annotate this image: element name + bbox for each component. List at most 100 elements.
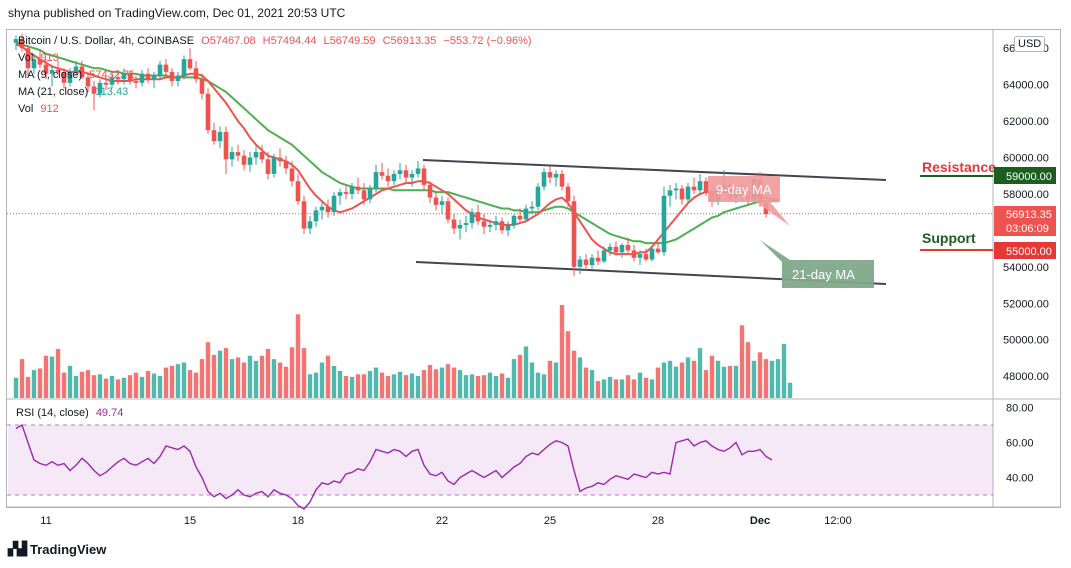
candle-body [343, 192, 349, 194]
volume-bar [409, 373, 415, 398]
volume-bar [523, 346, 529, 398]
candle-body [499, 221, 505, 231]
volume-bar [415, 376, 421, 398]
candle-body [283, 161, 289, 169]
ma9-callout-label: 9-day MA [716, 182, 772, 197]
candle-body [217, 132, 223, 142]
time-tick-label: Dec [750, 515, 770, 527]
legend-ma9-value: 57432.71 [89, 69, 136, 81]
volume-bar [217, 350, 223, 398]
volume-bar [475, 376, 481, 398]
candle-body [553, 173, 559, 178]
candle-body [703, 181, 709, 193]
price-tick-label: 62000.00 [1003, 116, 1049, 128]
volume-bar [157, 376, 163, 398]
candle-body [487, 224, 493, 227]
last-price-tag [994, 206, 1056, 236]
support-label: Support [922, 230, 976, 246]
candle-body [559, 173, 565, 187]
resistance-price-tag [994, 167, 1056, 184]
candle-body [481, 221, 487, 227]
volume-bar [571, 350, 577, 398]
volume-bar [283, 366, 289, 398]
volume-bar [49, 356, 55, 398]
support-price-tag [994, 242, 1056, 259]
volume-bar [595, 381, 601, 398]
volume-bar [739, 325, 745, 398]
candle-body [625, 244, 631, 251]
volume-bar [73, 376, 79, 398]
last-price-label: 56913.35 [1006, 209, 1052, 221]
volume-bar [547, 360, 553, 398]
volume-bar [187, 370, 193, 398]
legend-vol-label: Vol [18, 52, 34, 64]
candle-body [355, 186, 361, 191]
candle-body [421, 168, 427, 185]
volume-bar [235, 357, 241, 398]
volume-bar [31, 370, 37, 398]
volume-bar [139, 376, 145, 398]
volume-bar [439, 367, 445, 398]
legend-close: C56913.35 [382, 35, 437, 47]
volume-bar [307, 374, 313, 398]
volume-bar [25, 376, 31, 398]
volume-bar [13, 377, 19, 398]
volume-bar [727, 365, 733, 398]
candle-body [643, 254, 649, 260]
volume-bar [313, 372, 319, 398]
time-tick-label: 12:00 [824, 515, 852, 527]
volume-bar [199, 359, 205, 398]
candle-body [55, 70, 61, 72]
currency-button[interactable]: USD [1014, 36, 1046, 52]
price-tick-label: 58000.00 [1003, 189, 1049, 201]
legend-high: H57494.44 [262, 35, 317, 47]
volume-bar [655, 367, 661, 398]
volume-bar [697, 348, 703, 398]
volume-bar [391, 374, 397, 398]
volume-bar [175, 364, 181, 398]
volume-bar [385, 376, 391, 398]
volume-bar [325, 355, 331, 398]
volume-bar [721, 366, 727, 398]
candle-body [583, 259, 589, 266]
volume-bar [181, 362, 187, 398]
candle-body [433, 197, 439, 205]
volume-bar [775, 359, 781, 398]
time-tick-label: 28 [652, 515, 664, 527]
publisher-line: shyna published on TradingView.com, Dec … [8, 6, 346, 20]
legend-open: O57467.08 [201, 35, 256, 47]
candle-body [415, 168, 421, 174]
volume-bar [541, 374, 547, 398]
candle-body [445, 201, 451, 220]
volume-bar [193, 372, 199, 398]
volume-bar [355, 374, 361, 398]
volume-bar [91, 375, 97, 398]
candle-body [67, 71, 73, 83]
volume-bar [613, 379, 619, 398]
legend-vol2: Vol 912 [18, 103, 59, 115]
time-tick-label: 15 [184, 515, 196, 527]
rsi-line [15, 423, 773, 510]
candle-body [475, 212, 481, 222]
volume-bar [319, 362, 325, 398]
candle-body [409, 173, 415, 178]
price-tick-label: 54000.00 [1003, 262, 1049, 274]
volume-bar [529, 362, 535, 398]
resistance-label: Resistance [922, 159, 996, 175]
candle-body [223, 132, 229, 160]
candle-body [649, 248, 655, 260]
candle-body [169, 71, 175, 82]
time-tick-label: 11 [40, 515, 51, 527]
volume-bar [241, 362, 247, 398]
candle-body [25, 48, 31, 69]
volume-bar [61, 372, 67, 398]
volume-bar [457, 370, 463, 398]
volume-bar [331, 365, 337, 398]
volume-bar [703, 370, 709, 398]
volume-bar [583, 367, 589, 398]
volume-bar [295, 314, 301, 398]
volume-bar [115, 379, 121, 398]
volume-bar [505, 377, 511, 398]
candle-body [85, 77, 91, 87]
